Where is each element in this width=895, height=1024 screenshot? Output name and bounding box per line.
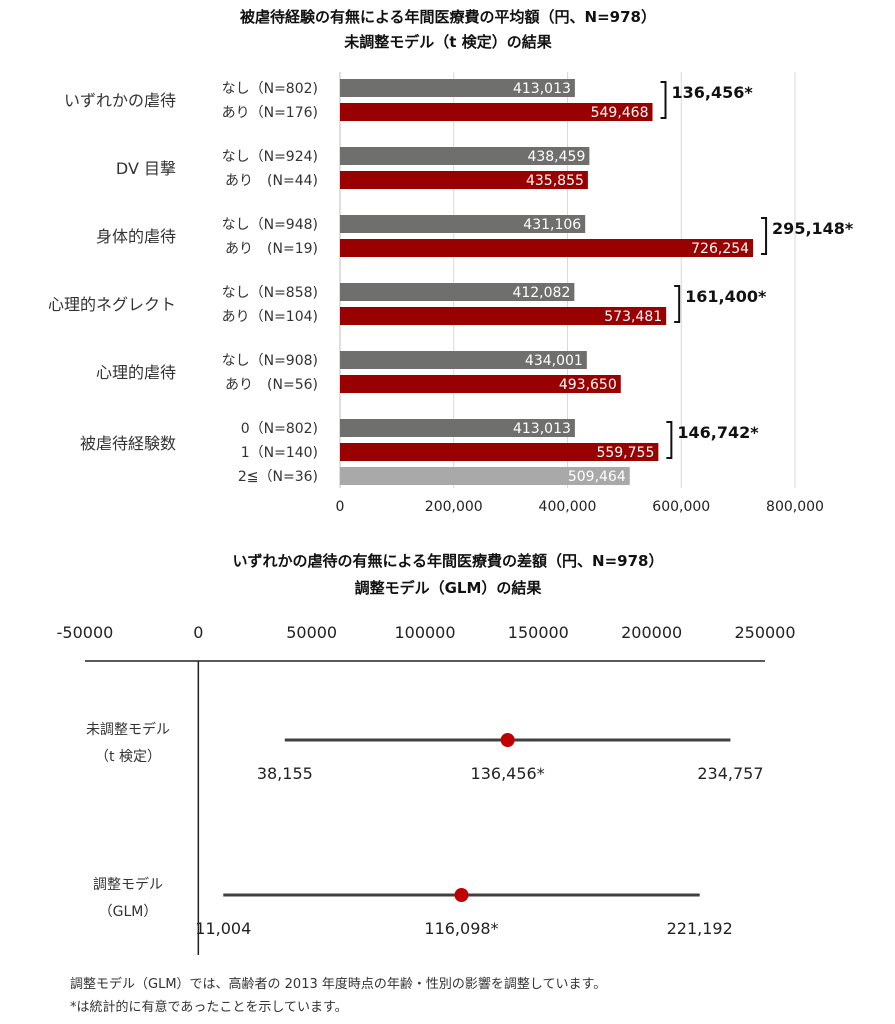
- difference-bracket: [660, 81, 667, 119]
- difference-label: 136,456*: [672, 83, 754, 102]
- x-tick-label: 100000: [394, 623, 455, 642]
- x-tick-label: 250000: [734, 623, 795, 642]
- difference-bracket: [666, 421, 673, 459]
- difference-label: 146,742*: [677, 423, 759, 442]
- chart-title: いずれかの虐待の有無による年間医療費の差額（円、N=978）: [233, 552, 664, 570]
- bar: [340, 307, 667, 325]
- bar: [340, 239, 754, 257]
- difference-label: 161,400*: [685, 287, 767, 306]
- difference-bracket: [674, 285, 681, 323]
- bar-value-label: 413,013: [513, 421, 571, 437]
- bar-value-label: 413,013: [513, 81, 571, 97]
- category-label: 被虐待経験数: [80, 434, 176, 453]
- ci-lower-label: 38,155: [257, 764, 313, 783]
- group-label: 0（N=802): [241, 421, 318, 437]
- bar-value-label: 434,001: [525, 353, 583, 369]
- x-tick-label: 600,000: [652, 499, 710, 515]
- bar-value-label: 493,650: [559, 377, 617, 393]
- ci-lower-label: 11,004: [195, 919, 251, 938]
- bar: [340, 351, 587, 369]
- model-label: 未調整モデル: [86, 721, 170, 738]
- bar-value-label: 412,082: [512, 285, 570, 301]
- estimate-label: 136,456*: [471, 764, 545, 783]
- x-tick-label: 200000: [621, 623, 682, 642]
- bar: [340, 171, 588, 189]
- group-label: 1（N=140): [241, 445, 318, 461]
- ci-upper-label: 234,757: [697, 764, 763, 783]
- category-label: 心理的ネグレクト: [48, 295, 176, 314]
- category-label: 心理的虐待: [96, 363, 176, 382]
- group-label: なし（N=948): [222, 217, 318, 233]
- bar-chart: 被虐待経験の有無による年間医療費の平均額（円、N=978） 未調整モデル（t 検定…: [48, 8, 854, 515]
- model-label: 調整モデル: [93, 876, 163, 893]
- bar: [340, 103, 653, 121]
- ci-upper-label: 221,192: [667, 919, 733, 938]
- group-label: なし（N=858): [222, 285, 318, 301]
- group-label: 2≦（N=36): [238, 469, 318, 485]
- x-tick-label: -50000: [57, 623, 114, 642]
- group-label: あり (N=44): [225, 173, 318, 189]
- category-label: DV 目撃: [116, 159, 176, 178]
- group-label: なし（N=908): [222, 353, 318, 369]
- bar-value-label: 438,459: [527, 149, 585, 165]
- bar-value-label: 435,855: [526, 173, 584, 189]
- x-tick-label: 200,000: [425, 499, 483, 515]
- bar-value-label: 549,468: [591, 105, 649, 121]
- bar: [340, 79, 575, 97]
- group-label: あり (N=56): [225, 377, 318, 393]
- group-label: あり (N=19): [225, 241, 318, 257]
- model-label: （t 検定）: [95, 749, 161, 765]
- bar: [340, 443, 659, 461]
- chart-subtitle: 調整モデル（GLM）の結果: [355, 579, 543, 597]
- difference-label: 295,148*: [772, 219, 854, 238]
- group-label: なし（N=924): [222, 149, 318, 165]
- model-label: （GLM）: [99, 904, 158, 920]
- category-label: 身体的虐待: [96, 227, 176, 246]
- group-label: あり（N=104): [222, 309, 318, 325]
- bar: [340, 419, 575, 437]
- bar-value-label: 573,481: [604, 309, 662, 325]
- x-tick-label: 0: [193, 623, 203, 642]
- x-tick-label: 0: [336, 499, 345, 515]
- bar: [340, 283, 575, 301]
- x-tick-label: 800,000: [766, 499, 824, 515]
- estimate-label: 116,098*: [424, 919, 498, 938]
- bar: [340, 375, 621, 393]
- bar: [340, 467, 630, 485]
- bar-value-label: 431,106: [523, 217, 581, 233]
- point-estimate: [500, 733, 515, 747]
- bar-value-label: 509,464: [568, 469, 626, 485]
- difference-bracket: [761, 217, 768, 255]
- x-tick-label: 150000: [508, 623, 569, 642]
- bar-value-label: 559,755: [596, 445, 654, 461]
- point-estimate: [454, 888, 469, 902]
- footnote: *は統計的に有意であったことを示しています。: [70, 999, 348, 1015]
- chart-subtitle: 未調整モデル（t 検定）の結果: [343, 33, 552, 51]
- footnote: 調整モデル（GLM）では、高齢者の 2013 年度時点の年齢・性別の影響を調整し…: [70, 976, 606, 992]
- bar: [340, 147, 590, 165]
- x-tick-label: 50000: [286, 623, 337, 642]
- group-label: なし（N=802): [222, 81, 318, 97]
- category-label: いずれかの虐待: [64, 91, 176, 110]
- chart-title: 被虐待経験の有無による年間医療費の平均額（円、N=978）: [240, 8, 656, 26]
- bar-value-label: 726,254: [691, 241, 749, 257]
- bar: [340, 215, 586, 233]
- x-tick-label: 400,000: [539, 499, 597, 515]
- group-label: あり（N=176): [222, 105, 318, 121]
